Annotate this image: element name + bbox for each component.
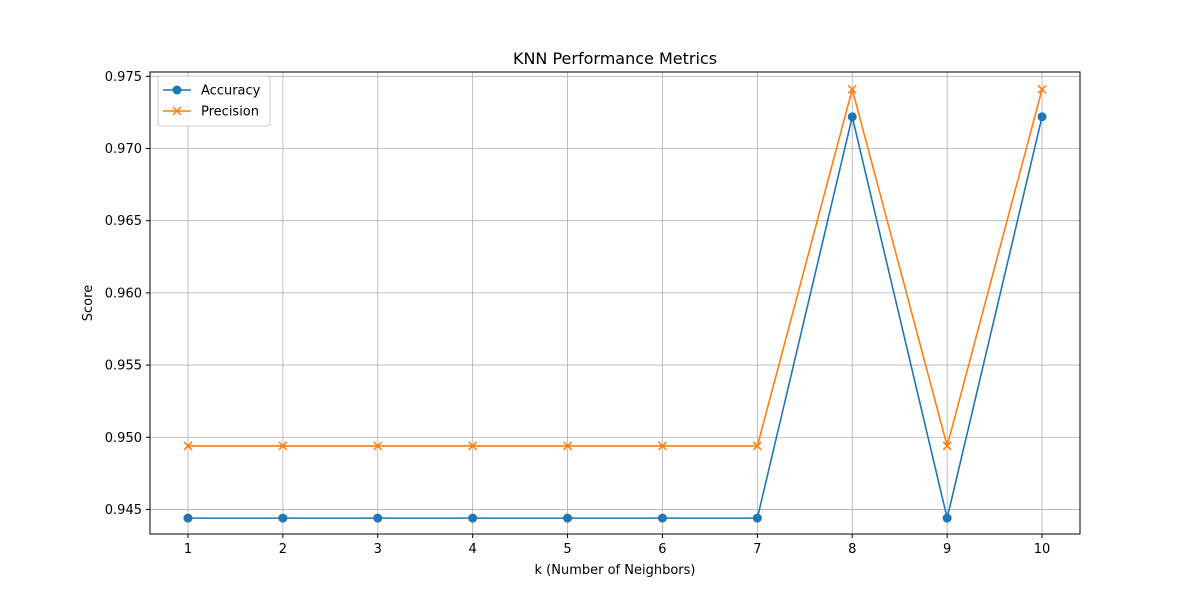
- data-point-accuracy: [563, 513, 573, 523]
- data-point-precision: [183, 441, 193, 451]
- plot-series: [183, 84, 1047, 523]
- x-tick-label: 5: [563, 542, 571, 557]
- data-point-precision: [468, 441, 478, 451]
- series-line-accuracy: [187, 115, 1043, 519]
- y-axis-ticks: 0.945 0.950 0.955 0.960 0.965 0.970 0.975: [105, 70, 150, 518]
- x-tick-label: 8: [848, 542, 856, 557]
- x-tick-label: 6: [658, 542, 666, 557]
- data-point-accuracy: [847, 112, 857, 122]
- data-point-precision: [942, 441, 952, 451]
- y-tick-label: 0.945: [105, 503, 142, 518]
- data-point-precision: [278, 441, 288, 451]
- data-point-precision: [563, 441, 573, 451]
- x-stroke: [847, 84, 857, 94]
- data-point-accuracy: [468, 513, 478, 523]
- data-point-accuracy: [278, 513, 288, 523]
- legend-label: Accuracy: [201, 84, 261, 99]
- x-tick-label: 10: [1034, 542, 1051, 557]
- legend: Accuracy Precision: [157, 75, 271, 127]
- data-point-precision: [373, 441, 383, 451]
- x-tick-label: 3: [374, 542, 382, 557]
- data-point-accuracy: [183, 513, 193, 523]
- legend-entry-precision: Precision: [163, 105, 259, 120]
- y-tick-label: 0.965: [105, 214, 142, 229]
- x-stroke: [468, 441, 478, 451]
- x-axis-label: k (Number of Neighbors): [535, 563, 696, 578]
- x-stroke: [183, 441, 193, 451]
- x-stroke: [942, 441, 952, 451]
- y-axis-label: Score: [81, 285, 96, 321]
- y-tick-label: 0.955: [105, 359, 142, 374]
- data-point-accuracy: [1037, 112, 1047, 122]
- x-axis-ticks: 1 2 3 4 5 6 7 8 9 10: [184, 534, 1050, 557]
- series-line-precision: [187, 88, 1043, 447]
- data-point-accuracy: [752, 513, 762, 523]
- legend-label: Precision: [201, 105, 259, 120]
- grid: [150, 72, 1080, 534]
- chart-title: KNN Performance Metrics: [513, 49, 717, 68]
- x-stroke: [172, 106, 182, 116]
- series-precision: [183, 84, 1047, 451]
- x-stroke: [373, 441, 383, 451]
- y-tick-label: 0.950: [105, 431, 142, 446]
- x-tick-label: 1: [184, 542, 192, 557]
- x-tick-label: 9: [943, 542, 951, 557]
- x-stroke: [1037, 84, 1047, 94]
- data-point-precision: [1037, 84, 1047, 94]
- x-stroke: [752, 441, 762, 451]
- legend-marker: [172, 106, 182, 116]
- legend-entry-accuracy: Accuracy: [163, 84, 261, 99]
- data-point-accuracy: [657, 513, 667, 523]
- x-stroke: [278, 441, 288, 451]
- y-tick-label: 0.975: [105, 70, 142, 85]
- legend-box: [157, 75, 271, 127]
- y-tick-label: 0.960: [105, 286, 142, 301]
- data-point-accuracy: [373, 513, 383, 523]
- x-tick-label: 4: [469, 542, 477, 557]
- data-point-precision: [752, 441, 762, 451]
- data-point-precision: [847, 84, 857, 94]
- legend-marker: [172, 85, 182, 95]
- series-accuracy: [183, 112, 1047, 523]
- data-point-accuracy: [942, 513, 952, 523]
- x-stroke: [657, 441, 667, 451]
- x-stroke: [563, 441, 573, 451]
- y-tick-label: 0.970: [105, 142, 142, 157]
- data-point-precision: [657, 441, 667, 451]
- x-tick-label: 2: [279, 542, 287, 557]
- x-tick-label: 7: [753, 542, 761, 557]
- plot-frame: [149, 71, 1081, 535]
